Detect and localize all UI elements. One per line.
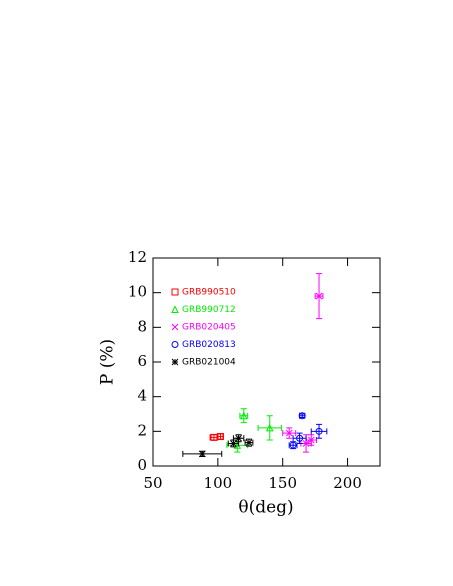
x-axis-label: θ(deg) (238, 498, 293, 518)
point (171, 323, 179, 331)
marker (171, 288, 179, 296)
marker (302, 440, 310, 447)
legend-label: GRB990712 (182, 305, 236, 315)
marker (289, 441, 297, 449)
y-tick-label: 8 (137, 317, 147, 335)
point (302, 440, 310, 447)
marker (315, 427, 323, 435)
point (245, 439, 253, 446)
y-tick-label: 6 (137, 352, 147, 370)
point (198, 450, 206, 458)
marker (235, 434, 242, 442)
point (315, 292, 323, 300)
point (315, 427, 323, 435)
point (298, 412, 306, 420)
point (171, 341, 179, 348)
marker (198, 450, 206, 458)
point (239, 411, 248, 420)
y-tick-label: 4 (137, 387, 147, 405)
x-error-bar (310, 428, 328, 435)
x-error-bar (292, 435, 307, 442)
point (171, 288, 179, 296)
y-tick-label: 0 (137, 456, 147, 474)
marker (245, 439, 253, 446)
point (285, 429, 293, 437)
marker (296, 434, 304, 442)
point (171, 358, 179, 366)
marker (230, 440, 237, 447)
y-axis-label: P (%) (98, 339, 118, 385)
legend-label: GRB020405 (182, 323, 236, 333)
marker (171, 341, 179, 348)
legend-label: GRB021004 (182, 358, 236, 368)
point (235, 434, 242, 442)
x-tick-label: 200 (333, 474, 362, 492)
x-tick-label: 50 (143, 474, 162, 492)
point (171, 305, 179, 313)
point (230, 440, 237, 447)
marker (171, 358, 179, 366)
marker (298, 412, 306, 420)
point (265, 423, 274, 432)
point (296, 434, 304, 442)
y-tick-label: 12 (128, 248, 147, 266)
marker (285, 429, 293, 437)
marker (171, 323, 179, 331)
marker (216, 433, 224, 441)
legend-label: GRB020813 (182, 340, 236, 350)
marker (265, 423, 274, 432)
y-tick-label: 2 (137, 421, 147, 439)
marker (315, 292, 323, 300)
y-tick-label: 10 (128, 283, 147, 301)
marker (307, 436, 315, 444)
marker (171, 305, 179, 313)
marker (239, 411, 248, 420)
x-error-bar (257, 424, 282, 431)
x-error-bar (239, 412, 249, 419)
x-tick-label: 150 (268, 474, 297, 492)
x-tick-label: 100 (204, 474, 233, 492)
legend-label: GRB990510 (182, 288, 236, 298)
point (289, 441, 297, 449)
point (216, 433, 224, 441)
point (307, 436, 315, 444)
